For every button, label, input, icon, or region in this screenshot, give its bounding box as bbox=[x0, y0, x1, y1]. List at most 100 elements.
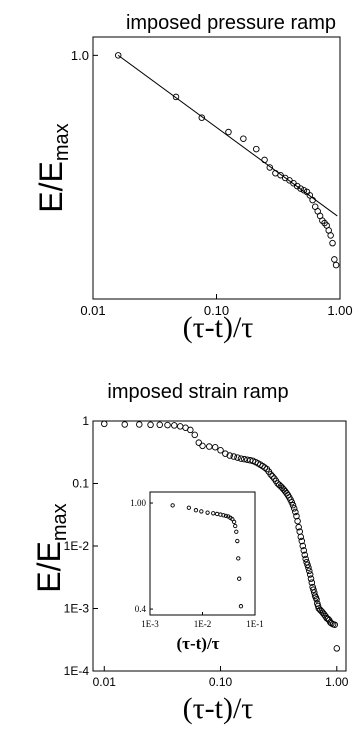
data-point bbox=[300, 186, 308, 194]
inset-y-ticks: 1.00 0.4 bbox=[130, 498, 153, 614]
data-point bbox=[136, 421, 143, 428]
data-point bbox=[295, 523, 302, 531]
y-tick-label: 0.4 bbox=[135, 604, 147, 614]
data-point bbox=[187, 426, 194, 434]
data-point bbox=[234, 529, 239, 534]
data-point bbox=[205, 510, 210, 515]
data-point bbox=[305, 564, 312, 571]
y-tick-label: 1E-3 bbox=[64, 602, 90, 616]
data-point bbox=[217, 447, 224, 454]
data-point bbox=[304, 561, 311, 569]
data-point bbox=[332, 261, 340, 269]
y-tick-label: 1E-4 bbox=[64, 664, 90, 678]
data-point bbox=[292, 508, 299, 516]
chart-pressure-ramp: imposed pressure ramp 1.0 0.01 0.10 1.00 E… bbox=[33, 12, 353, 344]
data-point bbox=[307, 575, 315, 582]
data-point bbox=[290, 505, 298, 512]
data-point bbox=[147, 421, 154, 429]
data-point bbox=[176, 423, 184, 430]
data-point bbox=[298, 537, 306, 545]
data-point bbox=[170, 503, 175, 508]
y-ticks: 1 0.1 1E-2 1E-3 1E-4 bbox=[64, 414, 98, 678]
data-point bbox=[306, 571, 314, 578]
plot-frame bbox=[92, 36, 341, 300]
chart-title: imposed strain ramp bbox=[107, 381, 288, 403]
x-axis-label: (τ-t)/τ bbox=[183, 311, 254, 344]
data-marks bbox=[101, 420, 341, 652]
y-tick-label: 1E-2 bbox=[64, 539, 90, 553]
y-axis-label: E/Emax bbox=[33, 123, 73, 212]
y-tick-label: 1 bbox=[82, 414, 89, 428]
data-point bbox=[233, 523, 238, 529]
data-point bbox=[186, 505, 192, 510]
data-point bbox=[241, 455, 248, 463]
data-point bbox=[230, 453, 238, 460]
inset-x-axis-label: (τ-t)/τ bbox=[176, 634, 219, 653]
data-point bbox=[225, 128, 232, 136]
x-tick-label: 0.10 bbox=[209, 675, 233, 689]
data-point bbox=[191, 431, 198, 439]
y-ticks: 1.0 bbox=[71, 48, 98, 63]
data-point bbox=[211, 511, 216, 516]
data-point bbox=[240, 135, 247, 142]
data-point bbox=[171, 422, 178, 429]
data-point bbox=[223, 513, 229, 519]
data-point bbox=[172, 93, 180, 101]
data-point bbox=[333, 645, 341, 652]
data-marks bbox=[114, 52, 340, 269]
data-point bbox=[300, 547, 308, 554]
data-point bbox=[236, 556, 241, 561]
data-point bbox=[114, 52, 122, 59]
data-point bbox=[193, 508, 199, 513]
y-tick-label: 0.1 bbox=[72, 477, 89, 491]
x-tick-label: 0.01 bbox=[93, 675, 117, 689]
data-point bbox=[328, 620, 335, 627]
data-point bbox=[301, 551, 308, 559]
data-point bbox=[313, 596, 320, 603]
data-point bbox=[308, 579, 316, 586]
data-point bbox=[297, 533, 305, 541]
y-tick-label: 1.0 bbox=[71, 48, 89, 63]
x-tick-label: 0.10 bbox=[204, 303, 229, 318]
data-point bbox=[226, 452, 233, 459]
data-point bbox=[266, 164, 274, 171]
x-tick-label: 1E-1 bbox=[246, 619, 264, 629]
x-ticks: 0.01 0.10 1.00 bbox=[93, 666, 349, 689]
data-point bbox=[293, 512, 300, 520]
data-point bbox=[195, 439, 203, 446]
data-point bbox=[237, 576, 242, 581]
data-point bbox=[211, 444, 219, 451]
inset-chart: 1.00 0.4 1E-3 1E-2 1E-1 (τ-t)/τ bbox=[130, 491, 264, 653]
data-point bbox=[289, 501, 297, 509]
data-point bbox=[198, 114, 206, 121]
chart-strain-ramp: imposed strain ramp 1 0.1 1E-2 1E-3 1E-4 0.0… bbox=[31, 381, 349, 725]
data-point bbox=[310, 586, 317, 593]
data-point bbox=[199, 442, 206, 450]
x-tick-label: 1E-2 bbox=[194, 619, 212, 629]
data-point bbox=[269, 473, 276, 480]
data-point bbox=[306, 192, 314, 199]
data-point bbox=[234, 454, 241, 461]
inset-x-ticks: 1E-3 1E-2 1E-1 bbox=[141, 612, 264, 629]
fit-line bbox=[117, 54, 338, 217]
data-point bbox=[231, 519, 237, 524]
data-point bbox=[253, 145, 260, 153]
data-point bbox=[306, 567, 313, 575]
data-point bbox=[222, 450, 229, 457]
data-point bbox=[261, 156, 268, 164]
x-tick-label: 1.00 bbox=[327, 303, 352, 318]
data-point bbox=[299, 542, 307, 550]
data-point bbox=[277, 171, 284, 179]
y-tick-label: 1.00 bbox=[130, 498, 146, 508]
data-point bbox=[327, 232, 334, 239]
y-axis-label: E/Emax bbox=[31, 503, 71, 592]
x-ticks: 0.01 0.10 1.00 bbox=[80, 294, 353, 318]
data-point bbox=[206, 443, 213, 450]
data-point bbox=[302, 555, 309, 563]
data-point bbox=[297, 185, 304, 192]
data-point bbox=[331, 256, 338, 263]
data-point bbox=[237, 455, 245, 462]
data-point bbox=[235, 538, 240, 544]
data-point bbox=[329, 239, 336, 247]
